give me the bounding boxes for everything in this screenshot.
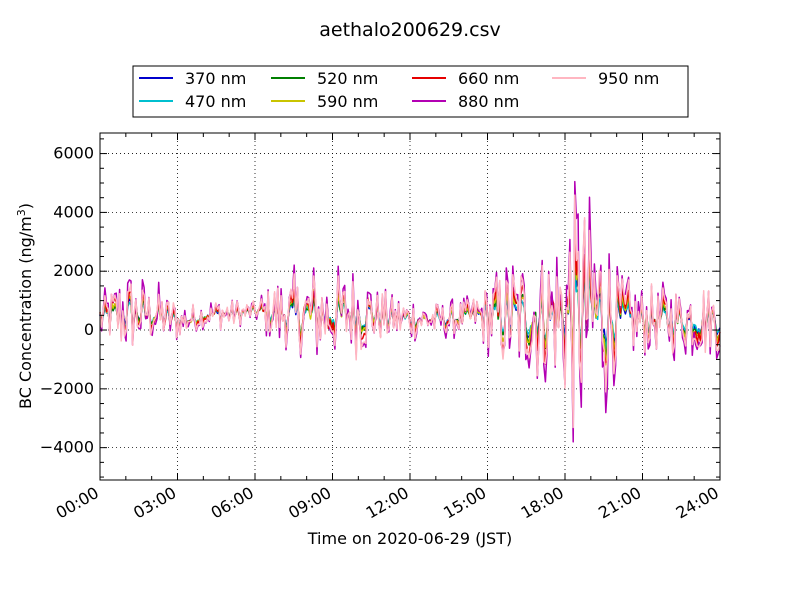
y-axis-label: BC Concentration (ng/m3) bbox=[15, 203, 35, 409]
y-tick-labels: −4000 −2000 0 2000 4000 6000 bbox=[40, 144, 94, 457]
legend-label: 590 nm bbox=[317, 92, 378, 111]
y-tick-label: 0 bbox=[84, 320, 94, 339]
legend-label: 880 nm bbox=[458, 92, 519, 111]
legend-label: 950 nm bbox=[598, 69, 659, 88]
axis-ticks bbox=[99, 133, 721, 480]
legend-label: 470 nm bbox=[185, 92, 246, 111]
x-tick-label: 00:00 bbox=[53, 483, 102, 523]
y-tick-label: −4000 bbox=[40, 438, 94, 457]
y-axis-label-sup: 3 bbox=[15, 209, 28, 216]
x-tick-label: 06:00 bbox=[208, 483, 257, 523]
x-tick-labels: 00:00 03:00 06:00 09:00 12:00 15:00 18:00 21:00… bbox=[53, 483, 722, 523]
y-tick-label: 4000 bbox=[53, 202, 94, 221]
y-tick-label: 2000 bbox=[53, 261, 94, 280]
y-axis-label-tail: ) bbox=[16, 203, 35, 209]
x-tick-label: 18:00 bbox=[518, 483, 567, 523]
legend-label: 660 nm bbox=[458, 69, 519, 88]
series-lines bbox=[99, 180, 721, 443]
y-tick-label: 6000 bbox=[53, 144, 94, 163]
x-tick-label: 03:00 bbox=[130, 483, 179, 523]
x-tick-label: 21:00 bbox=[595, 483, 644, 523]
legend: 370 nm 470 nm 520 nm 590 nm 660 nm 880 nm 950 … bbox=[132, 65, 689, 118]
legend-label: 520 nm bbox=[317, 69, 378, 88]
legend-label: 370 nm bbox=[185, 69, 246, 88]
series-line bbox=[99, 194, 721, 429]
x-tick-label: 09:00 bbox=[285, 483, 334, 523]
x-tick-label: 15:00 bbox=[440, 483, 489, 523]
x-tick-label: 24:00 bbox=[673, 483, 722, 523]
chart-title: aethalo200629.csv bbox=[319, 19, 501, 41]
y-tick-label: −2000 bbox=[40, 379, 94, 398]
legend-box bbox=[132, 65, 689, 118]
y-axis-label-main: BC Concentration (ng/m bbox=[16, 216, 35, 409]
x-axis-label: Time on 2020-06-29 (JST) bbox=[307, 529, 512, 548]
x-tick-label: 12:00 bbox=[363, 483, 412, 523]
